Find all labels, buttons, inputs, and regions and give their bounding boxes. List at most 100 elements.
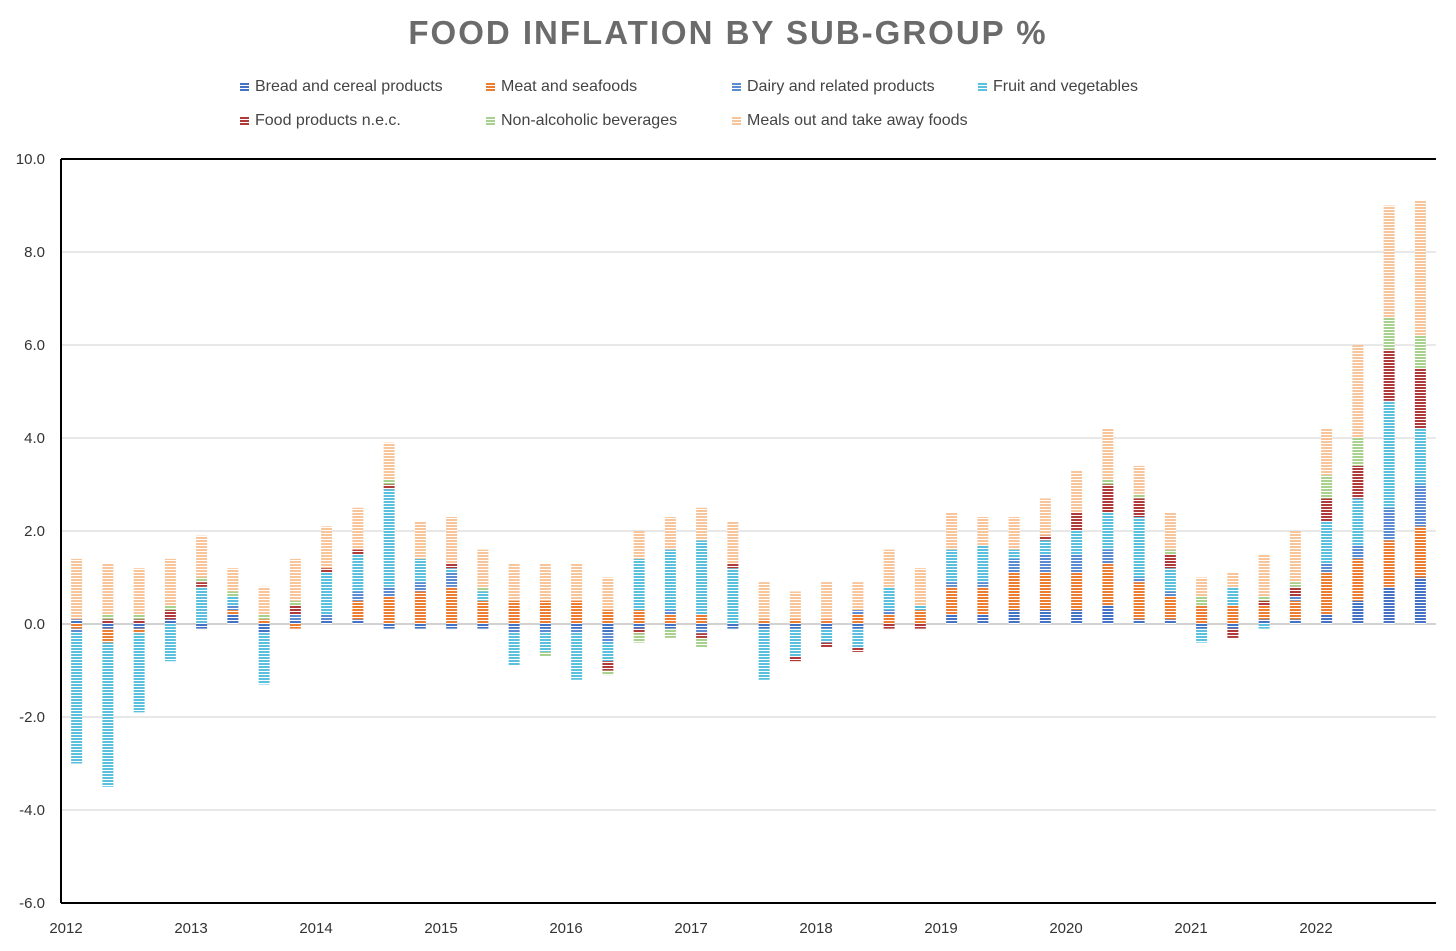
bar-segment [1352,558,1364,601]
bar-segment [102,614,114,620]
bar-segment [602,624,614,634]
bar-segment [1352,465,1364,499]
bar-segment [1321,614,1333,624]
legend-label: Dairy and related products [747,78,935,95]
bar-segment [633,624,645,629]
bar-segment [1383,540,1395,587]
bar-segment [1071,512,1083,531]
bar-segment [446,517,458,564]
bar-segment [727,521,739,564]
bar-segment [1321,521,1333,564]
legend-swatch [978,82,987,92]
bar-segment [821,628,833,643]
bar-segment [196,624,208,629]
bar-segment [1196,624,1208,629]
bar-segment [1039,535,1051,541]
legend-item: Dairy and related products [732,78,935,96]
bar-segment [914,624,926,629]
bar-segment [289,624,301,629]
bar-segment [477,586,489,592]
bar-segment [633,610,645,624]
legend-label: Meat and seafoods [501,78,638,95]
legend-label: Meals out and take away foods [747,112,968,129]
bar-segment [477,624,489,629]
y-tick-label: 4.0 [24,430,45,447]
bar-segment [664,628,676,638]
bar-segment [196,577,208,583]
bar-segment [289,600,301,606]
bar-segment [1352,600,1364,624]
bar-segment [1039,554,1051,573]
chart-title: FOOD INFLATION BY SUB-GROUP % [408,14,1048,51]
bar-segment [883,614,895,624]
bar-segment [196,586,208,624]
bar-segment [1164,512,1176,550]
bar-segment [946,586,958,615]
bar-segment [852,582,864,611]
bar-segment [321,614,333,620]
bar-segment [727,568,739,624]
bar-segment [414,624,426,629]
bar-segment [539,624,551,629]
bar-segment [258,633,270,685]
bar-segment [1071,470,1083,513]
bar-segment [1008,610,1020,624]
bar-segment [883,610,895,615]
bar-segment [1414,526,1426,578]
bar-segment [1039,540,1051,555]
bar-segment [1258,596,1270,601]
bar-segment [852,610,864,615]
bar-segment [1383,400,1395,508]
bar-segment [1321,475,1333,499]
bar-segment [71,624,83,629]
bar-segment [1352,498,1364,545]
bar-segment [883,549,895,587]
bar-segment [1164,596,1176,620]
bar-segment [1102,563,1114,606]
bar-segment [1164,549,1176,555]
bar-segment [164,605,176,611]
bar-segment [789,619,801,624]
legend-label: Non-alcoholic beverages [501,112,678,129]
bar-segment [977,586,989,615]
bar-segment [1289,586,1301,597]
bar-segment [258,586,270,615]
bar-segment [539,651,551,657]
bar-segment [508,563,520,601]
bar-segment [1039,610,1051,624]
bar-segment [696,628,708,634]
bar-segment [633,633,645,643]
bar-segment [102,628,114,643]
bar-segment [414,558,426,583]
bar-segment [664,517,676,550]
bar-segment [1133,498,1145,518]
bar-segment [352,619,364,624]
bar-segment [696,507,708,541]
bar-segment [602,670,614,676]
bar-segment [508,624,520,629]
bar-segment [258,624,270,634]
bar-segment [1352,345,1364,438]
bar-segment [1039,572,1051,611]
bar-segment [102,624,114,629]
bar-segment [1414,335,1426,369]
bar-segment [1039,498,1051,536]
bar-segment [164,624,176,662]
bar-segment [571,563,583,601]
bar-segment [102,642,114,787]
bar-segment [1133,619,1145,624]
bar-segment [602,633,614,643]
bar-segment [383,596,395,624]
bar-segment [1321,563,1333,573]
bar-segment [946,549,958,583]
bar-segment [1383,317,1395,350]
x-tick-label: 2019 [924,920,957,937]
y-tick-label: 10.0 [16,151,45,168]
bar-segment [1196,605,1208,624]
bar-segment [1321,428,1333,476]
x-tick-label: 2016 [549,920,582,937]
bar-segment [1102,484,1114,513]
bar-segment [1352,438,1364,466]
bar-segment [289,614,301,620]
bar-segment [789,656,801,662]
